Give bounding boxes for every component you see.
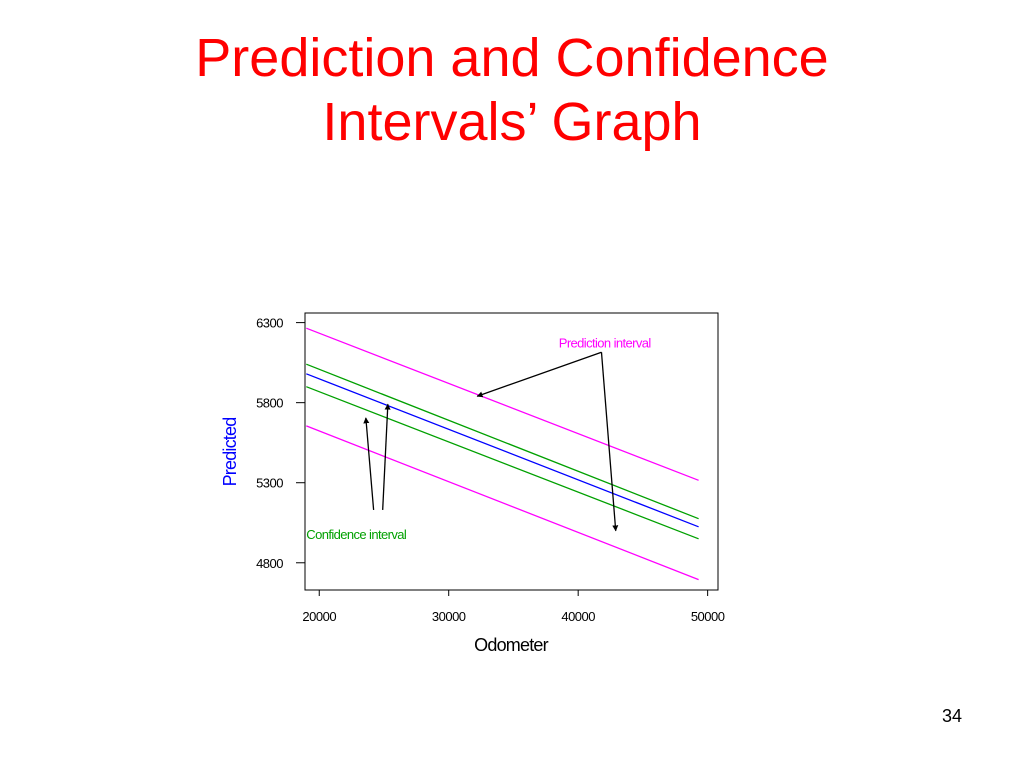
x-tick-label: 50000 — [691, 609, 725, 624]
series-line-ci_lower — [306, 386, 699, 540]
annotation-arrow-confidence — [382, 403, 391, 510]
annotation-confidence: Confidence interval — [306, 527, 407, 542]
x-tick-label: 40000 — [561, 609, 595, 624]
annotation-arrow-confidence — [363, 417, 375, 510]
plot-frame — [304, 312, 719, 591]
chart-axes: 20000 30000 40000 50000 4800 5300 5800 6300 — [256, 316, 725, 624]
annotation-arrow-prediction — [476, 351, 602, 398]
y-tick-label: 4800 — [256, 556, 283, 571]
slide-title-line-1: Prediction and Confidence — [195, 28, 829, 88]
slide-title-line-2: Intervals’ Graph — [322, 92, 702, 152]
x-tick-label: 20000 — [302, 609, 336, 624]
x-axis-title: Odometer — [474, 635, 548, 655]
series-line-pred_upper — [306, 327, 699, 481]
annotation-prediction: Prediction interval — [559, 335, 652, 350]
annotation-arrow-prediction — [600, 352, 619, 532]
y-tick-label: 6300 — [256, 316, 283, 331]
y-tick-label: 5800 — [256, 396, 283, 411]
slide-title: Prediction and Confidence Intervals’ Gra… — [0, 26, 1024, 154]
annotation-layer: Prediction interval Confidence interval — [306, 335, 652, 542]
series-line-pred_lower — [306, 425, 699, 581]
series-line-ci_upper — [306, 363, 699, 520]
y-axis-title: Predicted — [220, 418, 240, 487]
series-line-fit — [306, 373, 699, 528]
y-tick-label: 5300 — [256, 476, 283, 491]
page-number: 34 — [941, 706, 962, 726]
x-tick-label: 30000 — [432, 609, 466, 624]
series-layer — [306, 327, 699, 581]
